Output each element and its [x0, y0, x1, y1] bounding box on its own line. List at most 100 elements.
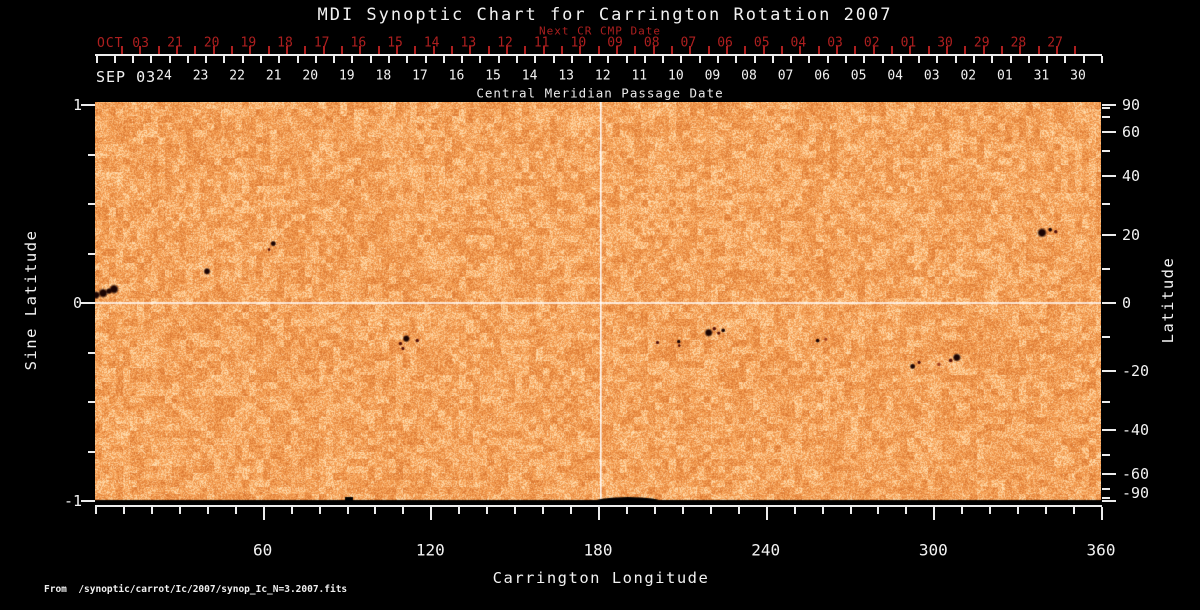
red-day-label: 20 — [203, 35, 220, 51]
longitude-tick-label: 60 — [253, 540, 273, 560]
sine-latitude-tick-label: -1 — [63, 492, 82, 510]
latitude-major-tick — [1102, 429, 1116, 432]
cmp-tick — [790, 55, 793, 63]
cmp-tick — [186, 55, 189, 63]
cmp-tick — [662, 55, 665, 63]
red-day-label: 16 — [350, 35, 367, 51]
latitude-major-tick — [1102, 234, 1116, 237]
red-tick — [285, 46, 288, 54]
latitude-minor-tick — [1102, 267, 1110, 270]
cmp-tick — [241, 55, 244, 63]
longitude-minor-tick — [542, 507, 545, 514]
cmp-day-label: 19 — [338, 68, 355, 84]
red-day-label: 05 — [753, 35, 770, 51]
red-tick — [909, 46, 912, 54]
longitude-minor-tick — [374, 507, 377, 514]
red-tick — [1074, 46, 1077, 54]
red-day-label: 18 — [277, 35, 293, 51]
cmp-tick — [954, 55, 957, 63]
chart-title: MDI Synoptic Chart for Carrington Rotati… — [317, 5, 893, 25]
longitude-tick-label: 360 — [1086, 540, 1116, 560]
cmp-tick — [918, 55, 921, 63]
red-tick — [432, 46, 435, 54]
cmp-tick — [150, 55, 153, 63]
latitude-minor-tick — [1102, 453, 1110, 456]
cmp-day-label: 07 — [777, 68, 794, 84]
cmp-day-label: 22 — [229, 68, 245, 84]
cmp-day-label: 10 — [668, 68, 684, 84]
cmp-axis-line — [95, 54, 1102, 56]
sine-latitude-major-tick — [81, 104, 95, 106]
red-day-label: 07 — [680, 35, 697, 51]
longitude-minor-tick — [821, 507, 824, 514]
cmp-tick — [808, 55, 811, 63]
longitude-minor-tick — [402, 507, 405, 514]
left-axis-title: Sine Latitude — [22, 229, 40, 371]
cmp-day-label: 20 — [302, 68, 319, 84]
sine-latitude-minor-tick — [88, 252, 95, 255]
cmp-day-label: 24 — [156, 68, 172, 84]
latitude-major-tick — [1102, 174, 1116, 177]
cmp-tick — [442, 55, 445, 63]
red-tick — [450, 46, 453, 54]
longitude-axis-line — [95, 505, 1102, 507]
red-day-label: 03 — [827, 35, 843, 51]
cmp-day-label: 21 — [265, 68, 282, 84]
latitude-tick-label: -20 — [1122, 361, 1150, 380]
red-tick — [762, 46, 765, 54]
latitude-minor-tick — [1102, 150, 1110, 153]
longitude-major-tick — [765, 507, 768, 520]
cmp-day-label: 01 — [997, 68, 1013, 84]
latitude-major-tick — [1102, 473, 1116, 476]
cmp-tick — [515, 55, 518, 63]
cmp-tick — [680, 55, 683, 63]
cmp-day-label: 30 — [1070, 68, 1086, 84]
longitude-tick-label: 120 — [415, 540, 445, 560]
cmp-tick — [406, 55, 409, 63]
cmp-axis-title: Central Meridian Passage Date — [476, 85, 724, 101]
cmp-tick — [589, 55, 592, 63]
latitude-tick-label: 90 — [1122, 96, 1141, 114]
red-tick — [359, 46, 362, 54]
bottom-axis-title: Carrington Longitude — [492, 569, 710, 587]
latitude-major-tick — [1102, 104, 1116, 106]
cmp-tick — [991, 55, 994, 63]
cmp-day-label: 23 — [192, 68, 209, 84]
sine-latitude-minor-tick — [88, 401, 95, 403]
cmp-tick — [936, 55, 939, 63]
red-tick — [377, 46, 380, 54]
cmp-tick — [296, 55, 299, 63]
red-day-label: 06 — [717, 35, 733, 51]
cmp-day-label: 08 — [741, 68, 757, 84]
sine-latitude-tick-label: 0 — [72, 294, 82, 312]
red-tick — [542, 46, 545, 54]
sine-latitude-minor-tick — [88, 153, 95, 156]
longitude-tick-label: 300 — [918, 540, 948, 560]
longitude-major-tick — [262, 507, 265, 520]
longitude-minor-tick — [514, 507, 517, 514]
cmp-tick — [552, 55, 555, 63]
latitude-major-tick — [1102, 130, 1116, 133]
longitude-minor-tick — [737, 507, 740, 514]
latitude-major-tick — [1102, 500, 1116, 502]
cmp-tick — [863, 55, 866, 63]
cmp-tick — [625, 55, 628, 63]
red-tick — [670, 46, 673, 54]
cmp-tick — [826, 55, 829, 63]
cmp-tick — [205, 55, 208, 63]
red-tick — [927, 46, 930, 54]
red-day-label: 19 — [240, 35, 257, 51]
red-tick — [945, 46, 948, 54]
latitude-minor-tick — [1102, 336, 1110, 339]
red-day-label: 21 — [167, 35, 183, 51]
red-tick — [597, 46, 600, 54]
cmp-month-label: SEP 03 — [96, 68, 157, 86]
red-day-label: 09 — [607, 35, 623, 51]
red-tick — [322, 46, 325, 54]
latitude-tick-label: 0 — [1122, 294, 1132, 312]
cmp-tick — [278, 55, 281, 63]
longitude-minor-tick — [95, 507, 97, 514]
latitude-tick-label: 40 — [1122, 166, 1141, 185]
latitude-tick-label: -90 — [1122, 484, 1150, 502]
